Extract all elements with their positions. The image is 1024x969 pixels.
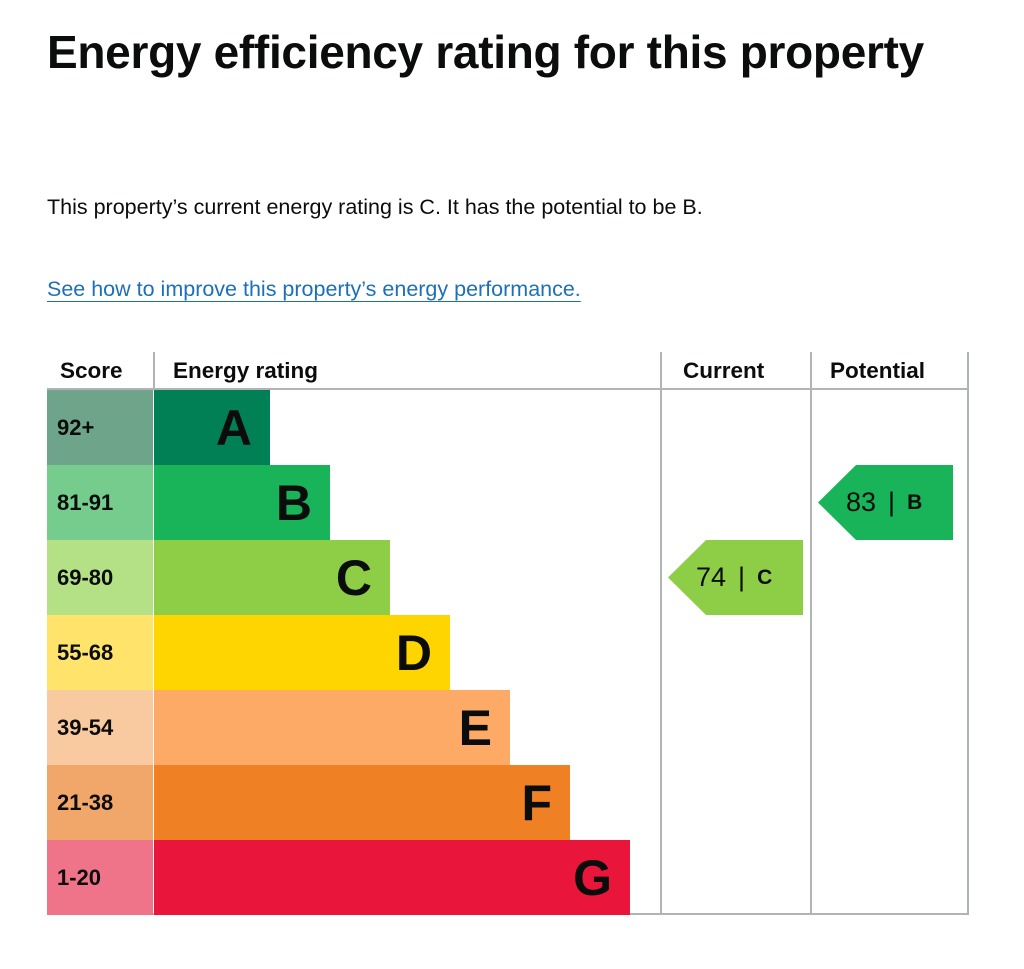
potential-separator: |: [888, 487, 896, 517]
marker-arrow: [818, 465, 953, 540]
current-separator: |: [738, 562, 746, 592]
marker-arrow: [668, 540, 803, 615]
energy-rating-column-header: Energy rating: [173, 358, 319, 383]
band-letter: A: [215, 399, 252, 456]
band-letter: C: [335, 549, 372, 606]
potential-letter: B: [907, 490, 923, 514]
band-bar-a: A: [154, 390, 270, 465]
current-column-divider: [660, 352, 662, 915]
potential-column-divider: [810, 352, 812, 915]
current-letter: C: [757, 565, 773, 589]
band-letter: D: [395, 624, 432, 681]
band-letter: B: [275, 474, 312, 531]
current-rating-label: 74 | C: [696, 562, 772, 593]
potential-arrow-shape: [818, 465, 953, 540]
band-score-range: 1-20: [47, 840, 153, 915]
chart-right-border: [967, 352, 969, 915]
potential-score: 83: [846, 487, 877, 517]
band-letter: G: [573, 849, 612, 906]
rating-summary: This property’s current energy rating is…: [47, 195, 703, 219]
page-title: Energy efficiency rating for this proper…: [47, 26, 924, 78]
band-bar-d: D: [154, 615, 450, 690]
band-bar-b: B: [154, 465, 330, 540]
current-score: 74: [696, 562, 727, 592]
potential-column-header: Potential: [830, 358, 926, 383]
band-bar-g: G: [154, 840, 630, 915]
current-column-header: Current: [683, 358, 765, 383]
band-bar-f: F: [154, 765, 570, 840]
band-score-range: 81-91: [47, 465, 153, 540]
band-bar-c: C: [154, 540, 390, 615]
score-column-header: Score: [60, 358, 123, 383]
potential-rating-marker: 83 | B: [818, 465, 953, 540]
band-score-range: 55-68: [47, 615, 153, 690]
band-score-range: 69-80: [47, 540, 153, 615]
current-arrow-shape: [668, 540, 803, 615]
header-divider: [153, 352, 155, 388]
header-rule: [47, 388, 969, 390]
band-letter: E: [458, 699, 492, 756]
band-score-range: 21-38: [47, 765, 153, 840]
band-letter: F: [521, 774, 552, 831]
improve-performance-link[interactable]: See how to improve this property’s energ…: [47, 277, 581, 301]
band-score-range: 92+: [47, 390, 153, 465]
band-bar-e: E: [154, 690, 510, 765]
current-rating-marker: 74 | C: [668, 540, 803, 615]
potential-rating-label: 83 | B: [846, 487, 922, 518]
band-score-range: 39-54: [47, 690, 153, 765]
